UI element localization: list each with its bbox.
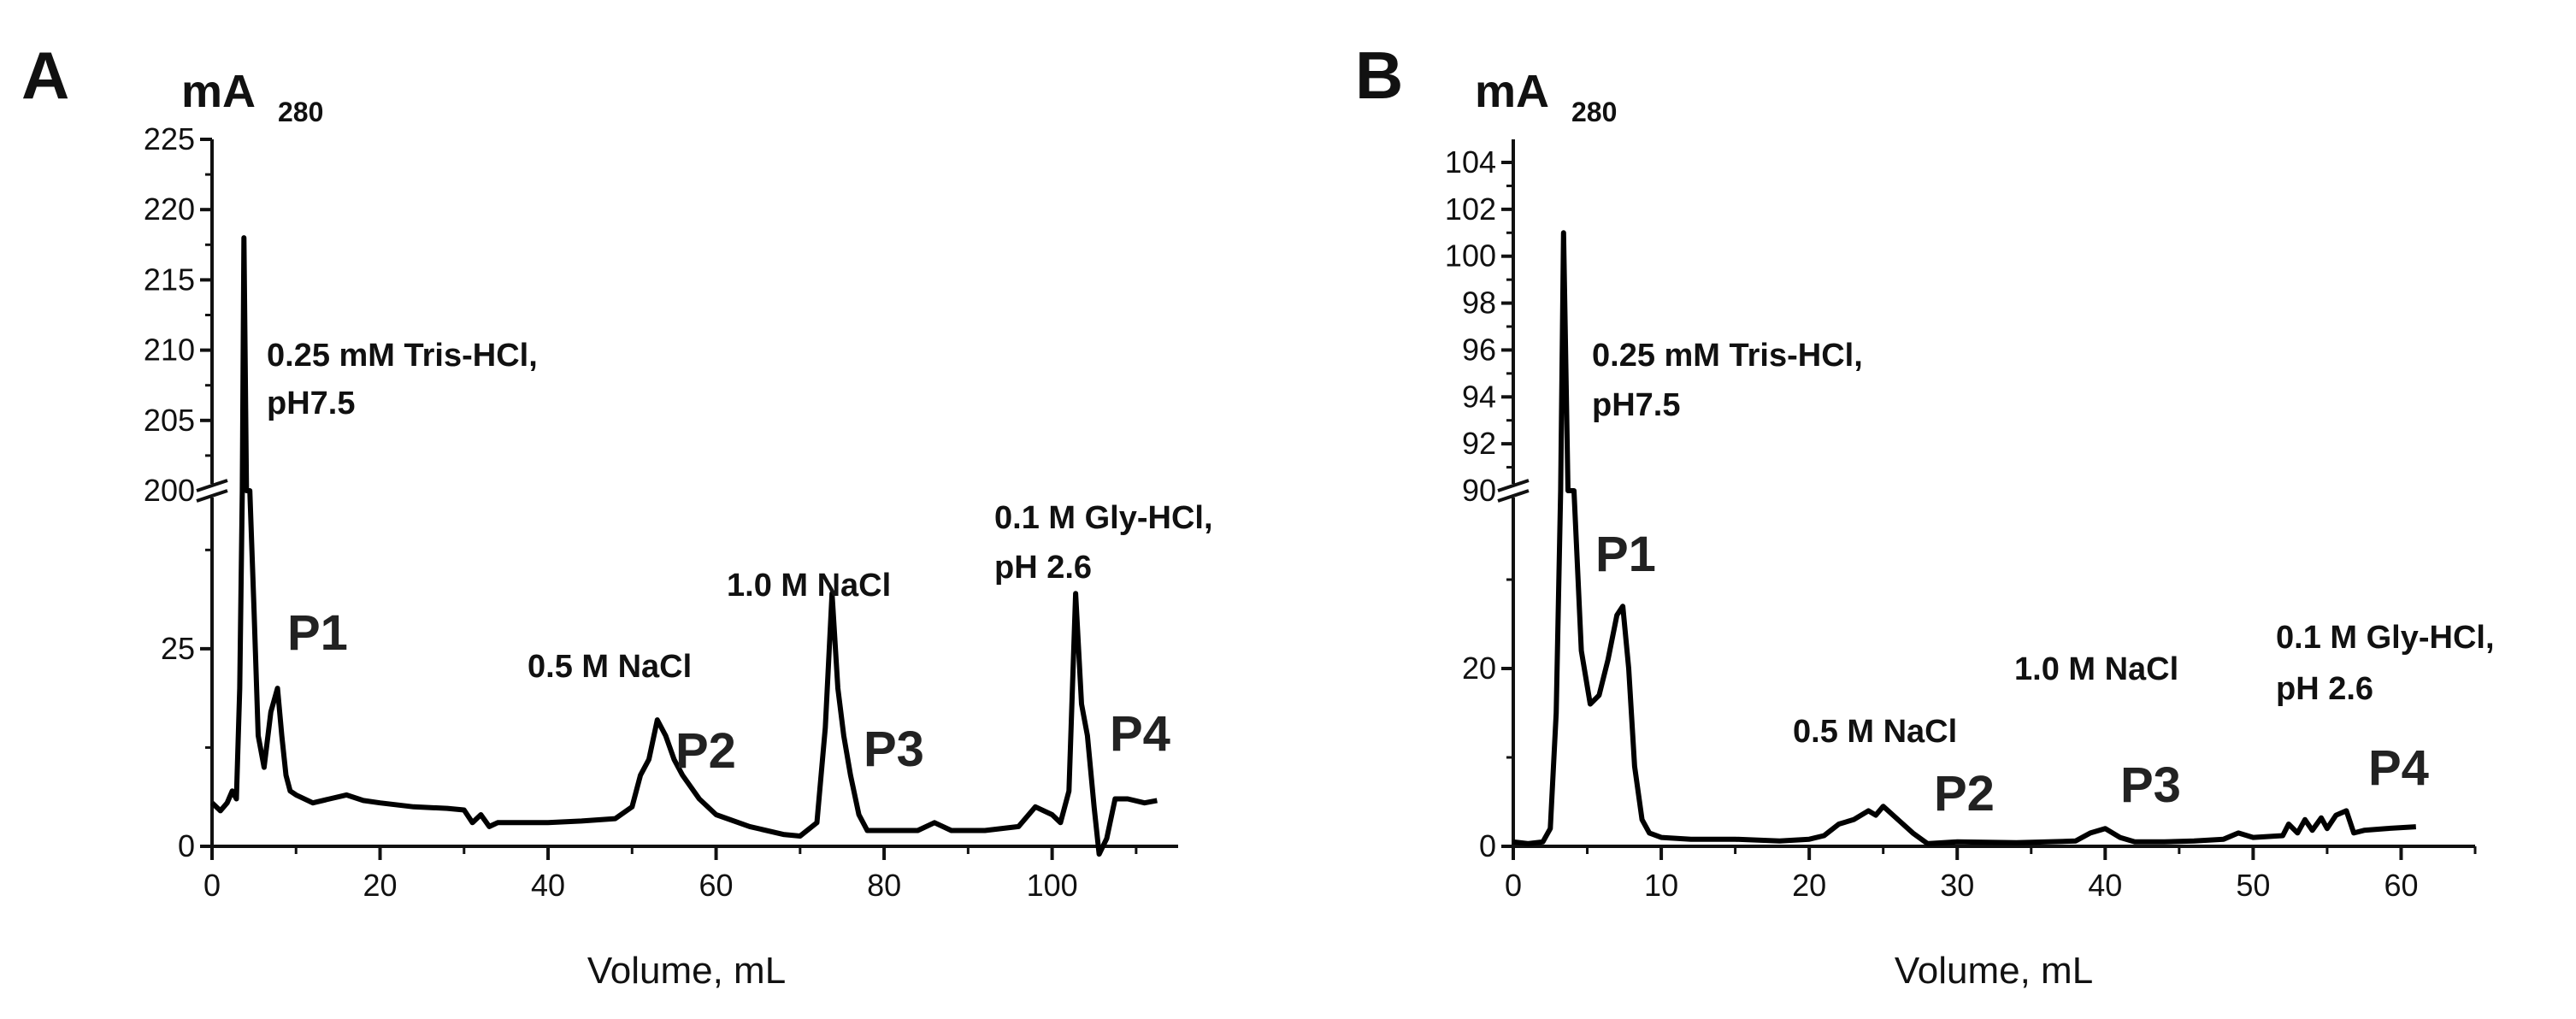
panel-b-peak-p2: P2 [1934,766,1995,822]
panel-a-label: A [21,38,69,113]
panel-a-annotation-tris-line1: 0.25 mM Tris-HCl, [267,338,538,374]
panel-b-annotation-tris-line2: pH7.5 [1592,387,1680,423]
panel-b-x-axis-label: Volume, mL [1895,950,2093,992]
x-tick-label: 40 [2088,868,2122,903]
panel-b-y-unit: mA [1475,66,1549,117]
panel-b-annotation-tris-line1: 0.25 mM Tris-HCl, [1592,338,1863,374]
panel-a-y-axis-ticks: 0 25 200 205 210 215 220 225 [144,121,212,863]
panel-a-chromatogram-trace [209,235,1158,857]
y-tick-label: 92 [1462,426,1496,461]
panel-a-peak-p3: P3 [864,722,924,777]
y-tick-label: 98 [1462,286,1496,321]
x-tick-label: 10 [1644,868,1678,903]
panel-b-peak-p1: P1 [1595,527,1656,582]
panel-b-x-axis-ticks: 0 10 20 30 40 50 60 [1505,846,2477,903]
panel-a-y-unit: mA [181,66,256,117]
x-tick-label: 60 [2384,868,2418,903]
panel-a-peak-p1: P1 [287,605,348,661]
y-tick-label: 205 [144,403,195,438]
y-tick-label: 0 [1479,828,1496,863]
panel-b-peak-p3: P3 [2120,757,2181,813]
y-tick-label: 200 [144,473,195,508]
y-tick-label: 215 [144,262,195,297]
x-tick-label: 0 [203,868,221,903]
panel-b-chromatogram-trace [1512,230,2416,846]
x-tick-label: 100 [1027,868,1078,903]
y-tick-label: 96 [1462,332,1496,367]
panel-a-peak-p4: P4 [1110,706,1170,762]
y-tick-label: 104 [1445,144,1496,180]
x-tick-label: 80 [867,868,901,903]
x-tick-label: 20 [1792,868,1826,903]
y-tick-label: 225 [144,121,195,156]
panel-b-peak-p4: P4 [2368,740,2429,796]
panel-b-y-axis-ticks: 0 20 90 92 94 96 98 100 102 104 [1445,144,1513,863]
x-tick-label: 20 [363,868,397,903]
panel-a-peak-p2: P2 [675,723,736,779]
y-tick-label: 94 [1462,379,1496,414]
panel-b-annotation-gly-line2: pH 2.6 [2276,671,2373,707]
y-tick-label: 0 [178,828,195,863]
panel-a-annotation-gly-line2: pH 2.6 [994,550,1092,586]
panel-b-annotation-nacl05: 0.5 M NaCl [1793,714,1957,750]
panel-a-x-axis-ticks: 0 20 40 60 80 100 [203,846,1138,903]
panel-b-annotation-nacl10: 1.0 M NaCl [2014,651,2178,687]
x-tick-label: 30 [1940,868,1974,903]
panel-a-chart: A mA 280 0 25 200 205 210 215 220 225 0 20 40 60 80… [21,38,1213,992]
x-tick-label: 0 [1505,868,1522,903]
y-tick-label: 102 [1445,191,1496,227]
y-tick-label: 220 [144,191,195,227]
panel-a-x-axis-label: Volume, mL [587,950,786,992]
y-tick-label: 210 [144,333,195,368]
panel-a-annotation-nacl10: 1.0 M NaCl [727,568,891,604]
panel-a-axis-break [196,479,228,503]
y-tick-label: 100 [1445,239,1496,274]
panel-a-annotation-gly-line1: 0.1 M Gly-HCl, [994,500,1213,536]
x-tick-label: 40 [531,868,565,903]
y-tick-label: 20 [1462,651,1496,686]
panel-b-label: B [1355,38,1403,113]
y-tick-label: 90 [1462,473,1496,508]
x-tick-label: 50 [2236,868,2270,903]
panel-b-chart: B mA 280 0 20 90 92 94 96 98 100 102 104 0 10 20 30 4… [1355,38,2495,992]
x-tick-label: 60 [699,868,734,903]
panel-b-y-unit-subscript: 280 [1571,97,1617,127]
y-tick-label: 25 [161,631,195,666]
panel-a-y-unit-subscript: 280 [278,97,323,127]
panel-a-annotation-tris-line2: pH7.5 [267,386,355,421]
panel-b-annotation-gly-line1: 0.1 M Gly-HCl, [2276,620,2495,656]
panel-a-annotation-nacl05: 0.5 M NaCl [528,649,692,685]
panel-b-axis-break [1497,479,1530,503]
